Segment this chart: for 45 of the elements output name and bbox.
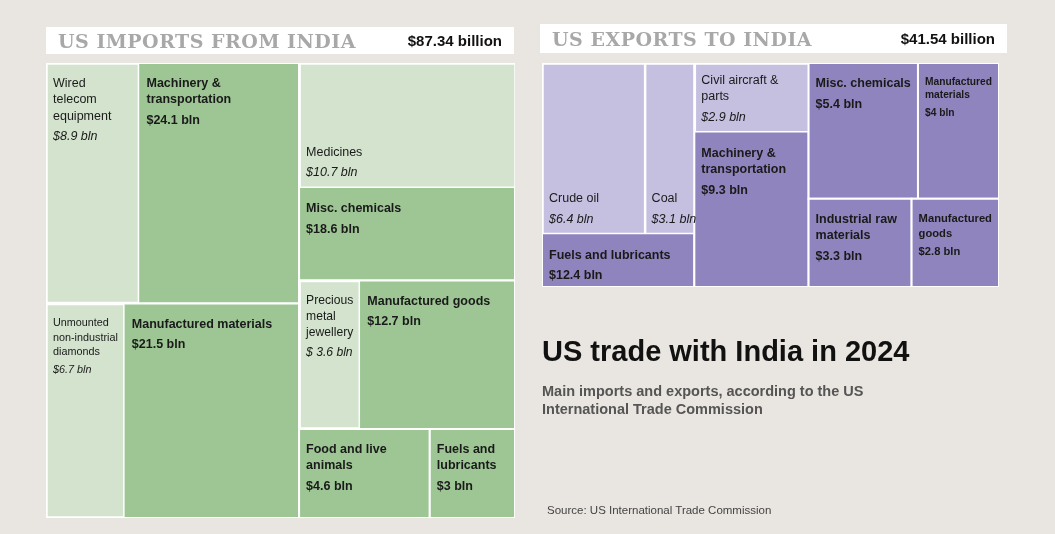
data-label: $3.3 bln	[815, 248, 863, 263]
data-label: $9.3 bln	[701, 182, 748, 197]
data-label: $2.9 bln	[700, 109, 746, 124]
series-label: Civil aircraft & parts	[701, 72, 780, 104]
data-label: $4 bln	[924, 107, 955, 119]
category-label: Misc. chemicals	[815, 76, 911, 91]
data-label: $10.7 bln	[305, 165, 358, 180]
series-label: Coal	[651, 190, 678, 205]
category-label: Machinery & transportation	[146, 76, 232, 107]
category-label: Misc. chemicals	[306, 201, 402, 216]
data-label: $5.4 bln	[815, 96, 863, 111]
text: US trade with India in 2024	[542, 335, 910, 368]
data-label: $8.9 bln	[52, 129, 98, 144]
data-label: $12.4 bln	[549, 268, 603, 283]
source-note: Source: US International Trade Commission	[547, 504, 772, 516]
category-label: Manufactured goods	[367, 293, 491, 308]
series-label: Medicines	[306, 144, 363, 159]
data-label: $6.7 bln	[52, 363, 92, 376]
text: US EXPORTS TO INDIA	[552, 27, 813, 50]
series-label: Unmounted non-industrial diamonds	[53, 316, 118, 357]
category-label: Food and live animals	[306, 442, 387, 473]
data-label: $4.6 bln	[306, 479, 353, 494]
data-label: $3.1 bln	[650, 211, 697, 226]
category-label: Manufactured goods	[918, 212, 993, 239]
category-label: Industrial raw materials	[815, 211, 898, 243]
category-label: Manufactured materials	[131, 316, 273, 331]
data-label: $ 3.6 bln	[305, 344, 353, 359]
category-label: Manufactured materials	[924, 76, 992, 101]
data-label: $21.5 bln	[131, 337, 186, 352]
category-label: Fuels and lubricants	[549, 247, 671, 262]
data-label: $12.7 bln	[367, 314, 421, 329]
series-label: Crude oil	[549, 190, 600, 205]
series-label: Wired telecom equipment	[53, 76, 112, 123]
category-label: Machinery & transportation	[701, 145, 787, 177]
data-label: $18.6 bln	[306, 221, 360, 236]
category-label: Fuels and lubricants	[436, 442, 497, 473]
series-label: Precious metal jewellery	[305, 293, 355, 339]
text: $41.54 billion	[900, 30, 995, 47]
data-label: $6.4 bln	[548, 211, 594, 226]
data-label: $24.1 bln	[146, 113, 200, 127]
data-label: $2.8 bln	[918, 245, 961, 258]
text: US IMPORTS FROM INDIA	[58, 29, 356, 52]
data-label: $3 bln	[436, 479, 473, 494]
text: $87.34 billion	[407, 32, 502, 49]
text: Main imports and exports, according to the US International Trade Commission	[542, 382, 865, 418]
